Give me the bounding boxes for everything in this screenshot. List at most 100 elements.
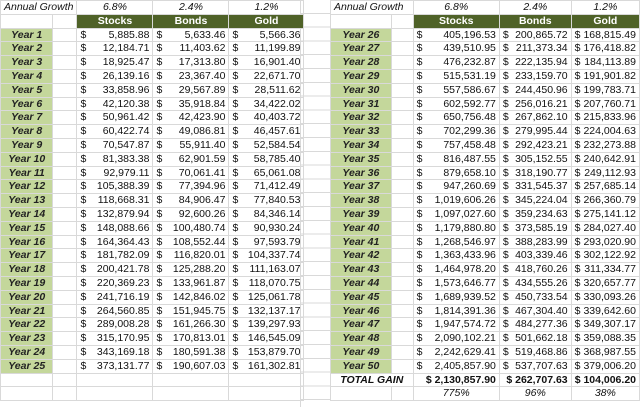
- gold-value-cell[interactable]: $184,113.89: [570, 55, 640, 70]
- bonds-value-cell[interactable]: $519,468.86: [498, 344, 572, 360]
- empty-cell[interactable]: [52, 110, 78, 126]
- year-label-cell[interactable]: Year 15: [0, 220, 54, 236]
- bonds-value-cell[interactable]: $233,159.70: [498, 68, 572, 84]
- empty-cell[interactable]: [52, 27, 78, 43]
- gold-value-cell[interactable]: $232,273.88: [570, 137, 640, 153]
- bonds-rate-cell[interactable]: 2.4%: [498, 0, 572, 15]
- bonds-value-cell[interactable]: $331,545.37: [498, 179, 572, 195]
- empty-cell[interactable]: [52, 289, 78, 305]
- empty-cell[interactable]: [52, 248, 78, 264]
- stocks-value-cell[interactable]: $70,547.87: [76, 137, 154, 153]
- empty-cell[interactable]: [390, 386, 414, 402]
- stocks-value-cell[interactable]: $405,196.53: [412, 27, 500, 43]
- bonds-value-cell[interactable]: $92,600.26: [152, 206, 230, 222]
- bonds-value-cell[interactable]: $125,288.20: [152, 262, 230, 277]
- empty-cell[interactable]: [390, 68, 414, 84]
- stocks-value-cell[interactable]: $81,383.38: [76, 151, 154, 167]
- empty-cell[interactable]: [390, 358, 414, 374]
- year-label-cell[interactable]: Year 30: [330, 82, 392, 98]
- empty-cell[interactable]: [390, 193, 414, 208]
- bonds-value-cell[interactable]: $434,555.26: [498, 275, 572, 291]
- gold-value-cell[interactable]: $215,833.96: [570, 110, 640, 126]
- stocks-value-cell[interactable]: $264,560.85: [76, 303, 154, 319]
- stocks-value-cell[interactable]: $557,586.67: [412, 82, 500, 98]
- empty-cell[interactable]: [0, 386, 54, 402]
- stocks-value-cell[interactable]: $1,573,646.77: [412, 275, 500, 291]
- stocks-value-cell[interactable]: $1,947,574.72: [412, 317, 500, 333]
- gold-value-cell[interactable]: $293,020.90: [570, 234, 640, 250]
- empty-cell[interactable]: [52, 372, 78, 388]
- year-label-cell[interactable]: Year 43: [330, 262, 392, 277]
- bonds-value-cell[interactable]: $84,906.47: [152, 193, 230, 208]
- empty-cell[interactable]: [390, 55, 414, 70]
- bonds-value-cell[interactable]: $318,190.77: [498, 165, 572, 181]
- empty-cell[interactable]: [52, 96, 78, 112]
- bonds-rate-cell[interactable]: 2.4%: [152, 0, 230, 15]
- stocks-value-cell[interactable]: $18,925.47: [76, 55, 154, 70]
- stocks-value-cell[interactable]: $132,879.94: [76, 206, 154, 222]
- bonds-value-cell[interactable]: $292,423.21: [498, 137, 572, 153]
- year-label-cell[interactable]: Year 17: [0, 248, 54, 264]
- year-label-cell[interactable]: Year 38: [330, 193, 392, 208]
- empty-cell[interactable]: [0, 13, 54, 29]
- stocks-value-cell[interactable]: $476,232.87: [412, 55, 500, 70]
- annual-growth-label[interactable]: Annual Growth: [330, 0, 414, 15]
- gold-value-cell[interactable]: $22,671.70: [228, 68, 305, 84]
- stocks-value-cell[interactable]: $816,487.55: [412, 151, 500, 167]
- bonds-value-cell[interactable]: $23,367.40: [152, 68, 230, 84]
- stocks-value-cell[interactable]: $241,716.19: [76, 289, 154, 305]
- year-label-cell[interactable]: Year 13: [0, 193, 54, 208]
- gold-total-cell[interactable]: $ 104,006.20: [570, 372, 640, 388]
- empty-cell[interactable]: [52, 386, 78, 402]
- bonds-value-cell[interactable]: $388,283.99: [498, 234, 572, 250]
- year-label-cell[interactable]: Year 18: [0, 262, 54, 277]
- empty-cell[interactable]: [52, 13, 78, 29]
- bonds-total-cell[interactable]: $ 262,707.63: [498, 372, 572, 388]
- empty-cell[interactable]: [390, 124, 414, 139]
- stocks-rate-cell[interactable]: 6.8%: [76, 0, 154, 15]
- empty-cell[interactable]: [390, 317, 414, 333]
- stocks-value-cell[interactable]: $515,531.19: [412, 68, 500, 84]
- empty-cell[interactable]: [52, 55, 78, 70]
- empty-cell[interactable]: [390, 41, 414, 57]
- gold-value-cell[interactable]: $146,545.09: [228, 331, 305, 346]
- gold-rate-cell[interactable]: 1.2%: [570, 0, 640, 15]
- empty-cell[interactable]: [390, 137, 414, 153]
- year-label-cell[interactable]: Year 39: [330, 206, 392, 222]
- gold-value-cell[interactable]: $52,584.54: [228, 137, 305, 153]
- empty-cell[interactable]: [76, 386, 154, 402]
- year-label-cell[interactable]: Year 7: [0, 110, 54, 126]
- bonds-value-cell[interactable]: $116,820.01: [152, 248, 230, 264]
- stocks-value-cell[interactable]: $33,858.96: [76, 82, 154, 98]
- year-label-cell[interactable]: Year 46: [330, 303, 392, 319]
- empty-cell[interactable]: [390, 248, 414, 264]
- year-label-cell[interactable]: Year 44: [330, 275, 392, 291]
- gold-value-cell[interactable]: $191,901.82: [570, 68, 640, 84]
- gold-value-cell[interactable]: $176,418.82: [570, 41, 640, 57]
- stocks-rate-cell[interactable]: 6.8%: [412, 0, 500, 15]
- empty-cell[interactable]: [52, 344, 78, 360]
- empty-cell[interactable]: [390, 275, 414, 291]
- empty-cell[interactable]: [52, 206, 78, 222]
- bonds-value-cell[interactable]: $501,662.18: [498, 331, 572, 346]
- empty-cell[interactable]: [52, 124, 78, 139]
- bonds-value-cell[interactable]: $151,945.75: [152, 303, 230, 319]
- year-label-cell[interactable]: Year 23: [0, 331, 54, 346]
- year-label-cell[interactable]: Year 36: [330, 165, 392, 181]
- empty-cell[interactable]: [52, 303, 78, 319]
- year-label-cell[interactable]: Year 49: [330, 344, 392, 360]
- gold-value-cell[interactable]: $46,457.61: [228, 124, 305, 139]
- stocks-value-cell[interactable]: $118,668.31: [76, 193, 154, 208]
- stocks-value-cell[interactable]: $1,097,027.60: [412, 206, 500, 222]
- bonds-value-cell[interactable]: $180,591.38: [152, 344, 230, 360]
- empty-cell[interactable]: [52, 275, 78, 291]
- year-label-cell[interactable]: Year 2: [0, 41, 54, 57]
- bonds-header[interactable]: Bonds: [152, 13, 230, 29]
- gold-value-cell[interactable]: $257,685.14: [570, 179, 640, 195]
- annual-growth-label[interactable]: Annual Growth: [0, 0, 78, 15]
- year-label-cell[interactable]: Year 20: [0, 289, 54, 305]
- year-label-cell[interactable]: Year 45: [330, 289, 392, 305]
- year-label-cell[interactable]: Year 33: [330, 124, 392, 139]
- gold-header[interactable]: Gold: [570, 13, 640, 29]
- bonds-value-cell[interactable]: $305,152.55: [498, 151, 572, 167]
